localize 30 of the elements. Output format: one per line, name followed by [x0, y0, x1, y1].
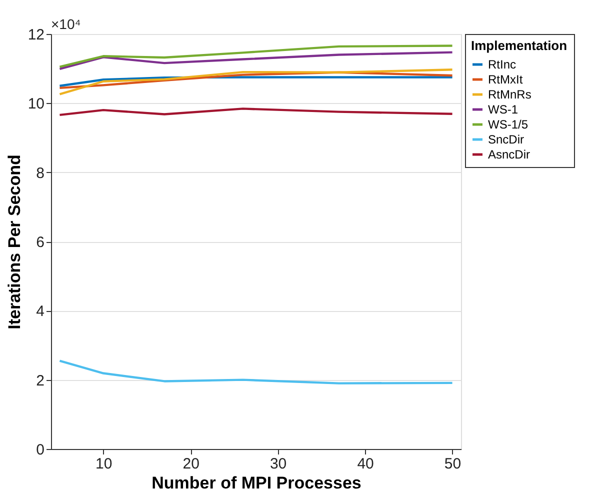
legend-label: WS-1/5: [488, 118, 528, 132]
x-tick-label: 40: [357, 456, 374, 472]
line-series: [58, 51, 454, 70]
y-tick-label: 4: [36, 303, 44, 320]
x-tick-label: 30: [270, 456, 287, 472]
y-tick-label: 0: [36, 442, 44, 458]
y-tick-label: 10: [28, 96, 44, 113]
x-tick-label: 10: [95, 456, 112, 472]
line-series: [58, 108, 454, 116]
legend-label: RtInc: [488, 58, 516, 72]
y-axis-title: Iterations Per Second: [4, 154, 24, 330]
y-tick-label: 12: [28, 26, 44, 44]
line-series: [58, 76, 454, 87]
y-tick-label: 2: [36, 372, 44, 390]
line-series: [58, 68, 454, 96]
y-tick-label: 6: [36, 234, 44, 251]
legend-title: Implementation: [471, 38, 568, 53]
line-series: [58, 44, 454, 68]
x-tick-label: 20: [182, 456, 200, 472]
line-series: [58, 71, 454, 90]
x-tick-label: 50: [444, 456, 462, 472]
y-tick-label: 8: [36, 164, 44, 182]
legend-label: AsncDir: [488, 148, 530, 162]
line-series: [58, 360, 454, 384]
legend-label: RtMnRs: [488, 88, 532, 102]
legend-label: SncDir: [488, 132, 524, 146]
x-axis-title: Number of MPI Processes: [152, 474, 362, 492]
legend-label: WS-1: [488, 102, 518, 116]
text: ×10⁴: [51, 16, 81, 32]
legend-label: RtMxIt: [488, 72, 524, 86]
